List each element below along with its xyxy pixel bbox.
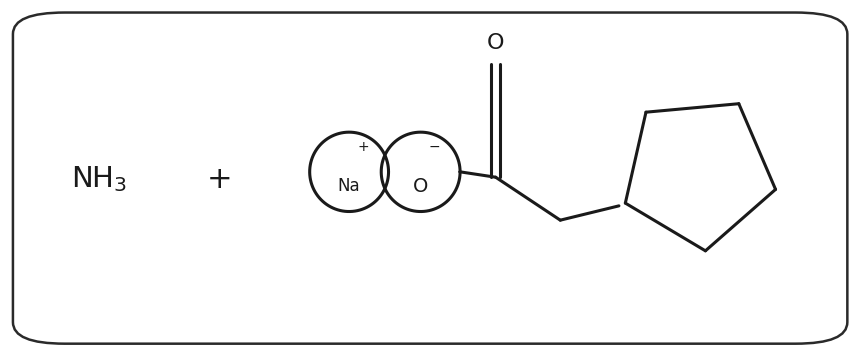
Text: NH$_3$: NH$_3$: [71, 164, 127, 194]
Text: O: O: [486, 33, 504, 53]
Text: +: +: [356, 140, 369, 154]
Text: −: −: [428, 140, 440, 154]
Text: +: +: [207, 164, 232, 194]
FancyBboxPatch shape: [13, 13, 846, 344]
Text: Na: Na: [338, 177, 360, 195]
Text: O: O: [412, 176, 428, 196]
